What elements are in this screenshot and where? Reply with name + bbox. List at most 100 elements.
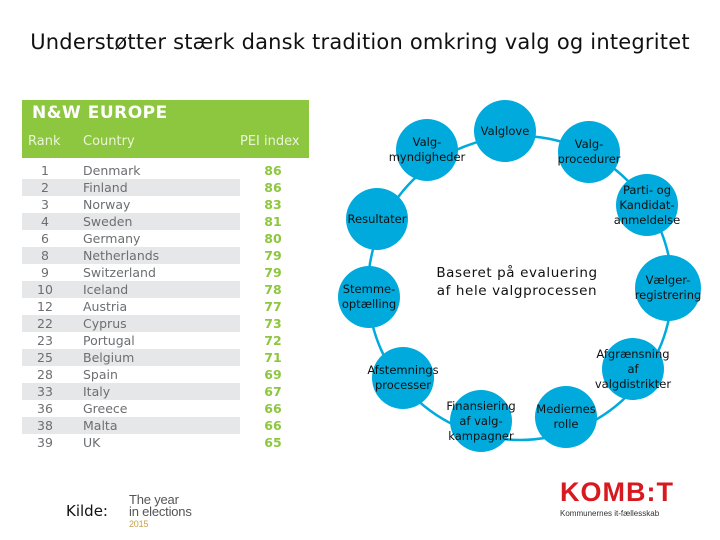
rank-cell: 2 xyxy=(41,180,49,195)
country-cell: Norway xyxy=(83,197,131,212)
node-circle-afstemningsprocesser xyxy=(372,347,434,409)
node-label-line: procedurer xyxy=(557,152,621,166)
center-line-2: af hele valgprocessen xyxy=(436,283,598,299)
node-label-valgprocedurer: Valg-procedurer xyxy=(529,137,649,167)
pei-cell: 73 xyxy=(264,316,282,331)
table-row: 10 Iceland 78 xyxy=(22,281,282,298)
country-cell: Portugal xyxy=(83,333,135,348)
node-label-line: optælling xyxy=(341,297,397,311)
table-row: 25 Belgium 71 xyxy=(22,349,282,366)
node-circle-stemmeoptaelling xyxy=(338,266,400,328)
table-row: 28 Spain 69 xyxy=(22,366,309,383)
node-label-valgmyndigheder: Valg-myndigheder xyxy=(367,135,487,165)
rank-cell: 12 xyxy=(37,299,53,314)
country-cell: Malta xyxy=(83,418,118,433)
rank-cell: 1 xyxy=(41,163,49,178)
node-label-line: registrering xyxy=(634,288,702,302)
node-label-afstemningsprocesser: Afstemnings processer xyxy=(343,363,463,393)
node-circle-parti xyxy=(616,174,678,236)
node-label-line: Afstemnings xyxy=(367,363,439,377)
node-label-line: Finansiering xyxy=(446,398,516,413)
table-row: 2 Finland 86 xyxy=(22,179,282,196)
country-cell: Sweden xyxy=(83,214,133,229)
column-header-country: Country xyxy=(83,134,135,149)
table-row: 1 Denmark 86 xyxy=(22,162,309,179)
node-label-line: Kandidat- xyxy=(619,197,675,212)
rank-cell: 9 xyxy=(41,265,49,280)
country-cell: Netherlands xyxy=(83,248,160,263)
table-row: 23 Portugal 72 xyxy=(22,332,309,349)
country-cell: Greece xyxy=(83,401,128,416)
node-label-line: Parti- og xyxy=(622,182,672,197)
country-cell: Austria xyxy=(83,299,128,314)
rank-cell: 8 xyxy=(41,248,49,263)
node-label-line: kampagner xyxy=(448,428,514,443)
pei-cell: 79 xyxy=(264,265,282,280)
country-cell: Belgium xyxy=(83,350,135,365)
pei-cell: 86 xyxy=(264,180,282,195)
table-row: 4 Sweden 81 xyxy=(22,213,282,230)
table-row: 36 Greece 66 xyxy=(22,400,309,417)
table-row: 9 Switzerland 79 xyxy=(22,264,309,281)
slide-title: Understøtter stærk dansk tradition omkri… xyxy=(30,30,690,54)
pei-cell: 83 xyxy=(264,197,282,212)
node-label-line: Mediernes xyxy=(536,402,596,416)
rank-cell: 25 xyxy=(37,350,53,365)
node-circle-resultater xyxy=(346,188,408,250)
country-cell: Denmark xyxy=(83,163,141,178)
country-cell: Italy xyxy=(83,384,111,399)
pei-cell: 65 xyxy=(264,435,282,450)
rank-cell: 28 xyxy=(37,367,53,382)
pei-cell: 81 xyxy=(264,214,282,229)
node-label-line: af xyxy=(627,361,639,376)
table-row: 39 UK 65 xyxy=(22,434,309,451)
table-row: 33 Italy 67 xyxy=(22,383,282,400)
diagram-center-text: Baseret på evaluering af hele valgproces… xyxy=(412,264,622,300)
rank-cell: 22 xyxy=(37,316,53,331)
country-cell: Iceland xyxy=(83,282,129,297)
node-circle-vaelgerregistrering xyxy=(635,255,701,321)
country-cell: Cyprus xyxy=(83,316,127,331)
node-label-line: Valglove xyxy=(480,123,530,138)
table-column-headers: Rank Country PEI index xyxy=(22,126,309,158)
pei-cell: 72 xyxy=(264,333,282,348)
node-label-line: rolle xyxy=(553,417,579,431)
cycle-node-circles xyxy=(338,100,701,452)
rank-cell: 10 xyxy=(37,282,53,297)
country-cell: Spain xyxy=(83,367,118,382)
pei-cell: 67 xyxy=(264,384,282,399)
node-circle-mediernes-rolle xyxy=(535,386,597,448)
node-circle-valgmyndigheder xyxy=(396,119,458,181)
node-label-line: anmeldelse xyxy=(613,212,681,227)
node-label-line: af valg- xyxy=(459,413,503,428)
column-header-pei: PEI index xyxy=(240,134,300,149)
node-circle-valgprocedurer xyxy=(558,121,620,183)
pei-cell: 66 xyxy=(264,418,282,433)
kombit-logo: KOMB:T Kommunernes it-fællesskab xyxy=(560,478,674,518)
table-row: 12 Austria 77 xyxy=(22,298,309,315)
table-body: 1 Denmark 86 2 Finland 86 3 Norway 83 4 Sweden 81 6 G… xyxy=(22,162,309,451)
table-row: 3 Norway 83 xyxy=(22,196,309,213)
country-cell: Finland xyxy=(83,180,128,195)
rank-cell: 4 xyxy=(41,214,49,229)
node-label-resultater: Resultater xyxy=(317,212,437,227)
pei-cell: 80 xyxy=(264,231,282,246)
node-circle-valglove xyxy=(474,100,536,162)
node-label-valglove: Valglove xyxy=(445,124,565,139)
node-label-stemmeoptaelling: Stemme-optælling xyxy=(309,282,429,312)
pei-ranking-table: N&W EUROPE Rank Country PEI index 1 Denma… xyxy=(22,100,309,451)
node-label-parti: Parti- og Kandidat-anmeldelse xyxy=(587,183,707,228)
pei-cell: 69 xyxy=(264,367,282,382)
pei-cell: 71 xyxy=(264,350,282,365)
node-label-line: Resultater xyxy=(347,211,407,226)
node-label-line: Valg- xyxy=(574,137,604,151)
pei-cell: 86 xyxy=(264,163,282,178)
pei-cell: 78 xyxy=(264,282,282,297)
column-header-rank: Rank xyxy=(28,134,61,149)
table-row: 38 Malta 66 xyxy=(22,417,282,434)
node-label-line: Vælger- xyxy=(645,273,691,287)
kombit-wordmark: KOMB:T xyxy=(560,477,674,507)
node-label-mediernes-rolle: Mediernes rolle xyxy=(506,402,626,432)
rank-cell: 33 xyxy=(37,384,53,399)
